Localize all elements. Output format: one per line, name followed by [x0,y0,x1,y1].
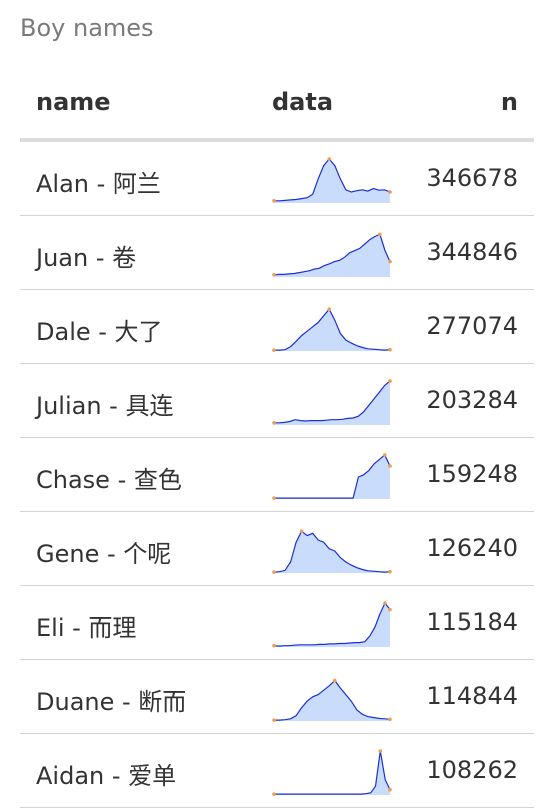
sparkline-max-point [299,529,304,533]
sparkline-area [274,751,390,795]
sparkline-chart [272,379,392,425]
count-cell: 159248 [426,460,518,488]
sparkline-line [273,530,391,573]
count-cell: 277074 [426,312,518,340]
count-cell: 203284 [426,386,518,414]
sparkline-max-point [327,157,332,161]
column-header-name: name [36,88,111,116]
sparkline-last-point [388,190,392,194]
sparkline-area [274,531,390,573]
sparkline-first-point [272,348,276,352]
sparkline-area [274,455,390,499]
sparkline-max-point [378,749,383,753]
sparkline-line [274,454,391,499]
sparkline-chart [272,678,392,722]
sparkline-max-point [332,678,337,683]
sparkline-chart [272,529,392,574]
name-cell: Juan - 卷 [36,244,137,272]
table-row: Duane - 断而 114844 [20,660,534,734]
name-cell: Gene - 个呢 [36,540,172,568]
count-cell: 114844 [426,682,518,710]
sparkline-last-point [388,379,392,383]
sparkline-line [274,308,391,351]
sparkline-area [274,159,390,203]
sparkline-last-point [388,569,392,574]
count-cell: 108262 [426,756,518,784]
table-header: name data n [20,68,534,142]
sparkline-line [274,380,391,424]
sparkline-last-point [388,607,392,612]
sparkline-max-point [327,307,332,311]
sparkline-chart [272,749,392,796]
table-row: Julian - 具连 203284 [20,364,534,438]
sparkline-area [274,234,390,277]
count-cell: 346678 [426,164,518,192]
table-row: Aidan - 爱单 108262 [20,734,534,808]
table-body: Alan - 阿兰 346678 Juan - 卷 344846 Dale - 大了 27… [20,142,534,808]
name-cell: Duane - 断而 [36,688,187,716]
table-caption: Boy names [20,14,154,42]
sparkline-line [273,233,391,276]
name-cell: Aidan - 爱单 [36,762,177,790]
sparkline-max-point [383,601,387,605]
sparkline-first-point [272,273,276,277]
sparkline-last-point [388,347,392,352]
table-row: Eli - 而理 115184 [20,586,534,660]
table-row: Dale - 大了 277074 [20,290,534,364]
sparkline-last-point [388,464,392,468]
names-table: name data n Alan - 阿兰 346678 Juan - 卷 34484… [20,68,534,808]
sparkline-line [274,158,391,202]
table-row: Alan - 阿兰 346678 [20,142,534,216]
sparkline-last-point [388,259,392,264]
table-row: Chase - 查色 159248 [20,438,534,512]
sparkline-line [274,679,391,721]
sparkline-chart [272,601,392,648]
count-cell: 344846 [426,238,518,266]
name-cell: Dale - 大了 [36,318,163,346]
sparkline-first-point [272,718,276,722]
sparkline-first-point [272,421,276,425]
table-row: Gene - 个呢 126240 [20,512,534,586]
name-cell: Julian - 具连 [36,392,174,420]
sparkline-chart [272,232,392,277]
sparkline-chart [272,157,392,203]
sparkline-area [274,381,390,425]
name-cell: Chase - 查色 [36,466,182,494]
sparkline-first-point [272,643,276,648]
column-header-n: n [500,88,518,116]
sparkline-first-point [272,792,276,796]
sparkline-first-point [272,496,276,500]
sparkline-area [274,309,390,351]
name-cell: Eli - 而理 [36,614,137,642]
column-header-data: data [272,88,334,116]
sparkline-last-point [388,717,392,722]
sparkline-chart [272,307,392,352]
sparkline-last-point [388,787,392,792]
name-cell: Alan - 阿兰 [36,170,161,198]
sparkline-line [274,750,391,795]
sparkline-area [274,680,390,721]
sparkline-chart [272,453,392,500]
sparkline-line [273,601,391,647]
sparkline-area [274,603,390,647]
count-cell: 115184 [426,608,518,636]
sparkline-first-point [272,570,276,574]
table-row: Juan - 卷 344846 [20,216,534,290]
count-cell: 126240 [426,534,518,562]
sparkline-max-point [382,453,387,457]
sparkline-max-point [378,232,382,237]
sparkline-first-point [272,199,276,203]
